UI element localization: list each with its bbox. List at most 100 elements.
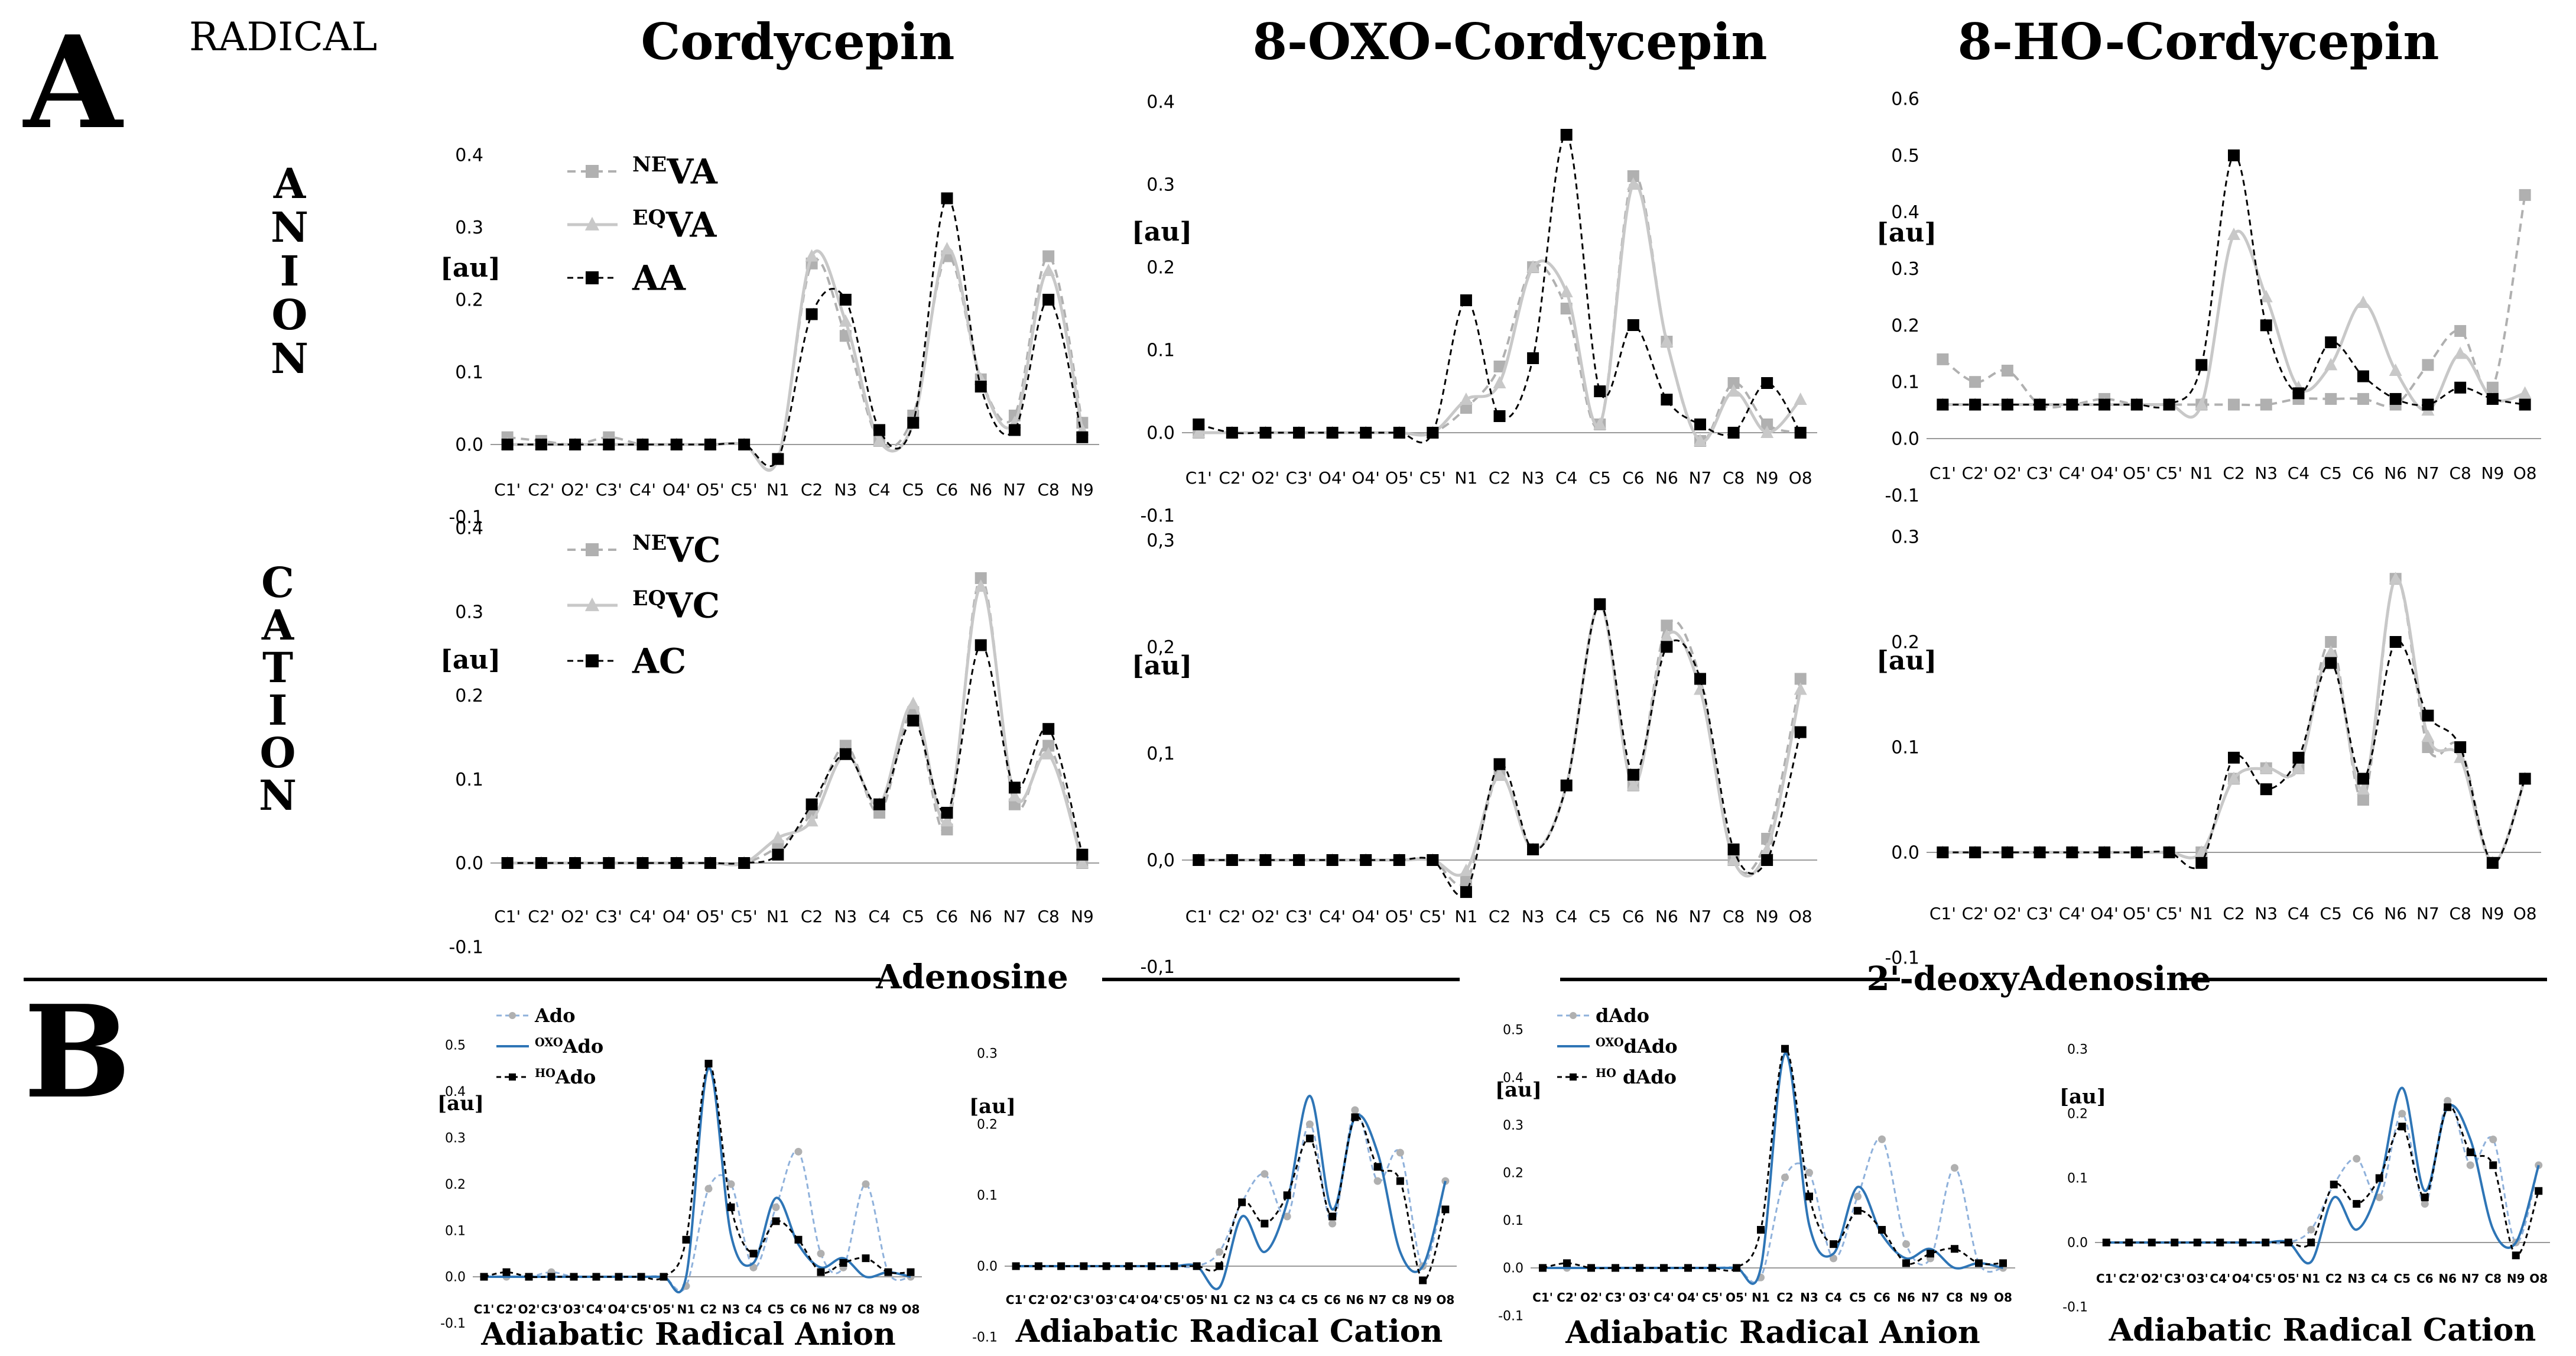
data-point-marker — [884, 1268, 892, 1276]
x-category-label: C1' — [494, 907, 521, 926]
x-category-label: C8 — [1723, 468, 1745, 488]
y-tick-label: 0.0 — [445, 1270, 466, 1285]
data-point-marker — [1042, 294, 1055, 306]
y-tick-label: 0.4 — [455, 518, 483, 539]
legend-swatch-marker — [586, 543, 599, 556]
legend-swatch-marker — [509, 1012, 516, 1019]
data-point-marker — [2262, 1238, 2270, 1247]
data-point-marker — [1937, 353, 1949, 365]
data-point-marker — [1493, 410, 1506, 422]
data-point-marker — [2259, 761, 2273, 774]
data-point-marker — [2356, 296, 2370, 308]
data-point-marker — [2307, 1225, 2315, 1234]
x-category-label: C3' — [541, 1302, 562, 1316]
data-point-marker — [1660, 629, 1674, 642]
series-line — [1542, 1052, 2003, 1285]
y-tick-label: 0.2 — [445, 1177, 466, 1192]
x-category-label: O4' — [662, 480, 691, 499]
x-category-label: C2' — [528, 480, 554, 499]
x-category-label: C5 — [902, 480, 924, 499]
x-category-label: O2' — [1050, 1293, 1072, 1307]
y-tick-label: 0.2 — [1503, 1166, 1523, 1181]
data-point-marker — [771, 831, 785, 844]
legend-swatch-marker — [584, 597, 600, 611]
y-tick-label: 0.4 — [1146, 92, 1175, 113]
data-point-marker — [1215, 1262, 1223, 1270]
data-point-marker — [1042, 739, 1055, 752]
data-point-marker — [704, 1059, 713, 1068]
data-point-marker — [1080, 1262, 1088, 1270]
data-point-marker — [2259, 290, 2273, 303]
data-point-marker — [2239, 1238, 2247, 1247]
x-category-label: C8 — [1723, 907, 1745, 926]
x-category-label: C4' — [629, 907, 656, 926]
series-line — [1942, 229, 2526, 419]
y-tick-label: 0.1 — [977, 1189, 998, 1203]
x-category-label: C3' — [2164, 1271, 2185, 1286]
y-tick-label: -0.1 — [1885, 485, 1919, 506]
x-category-label: C5 — [1589, 468, 1611, 488]
x-category-label: O5' — [1186, 1293, 1208, 1307]
data-point-marker — [2001, 398, 2013, 411]
x-category-label: C2 — [2223, 904, 2244, 923]
y-tick-label: 0.2 — [2067, 1107, 2088, 1122]
y-tick-label: 0.1 — [1891, 372, 1919, 393]
data-point-marker — [1854, 1192, 1862, 1201]
x-category-label: O8 — [2529, 1271, 2548, 1286]
data-point-marker — [772, 848, 784, 861]
data-point-marker — [873, 433, 886, 446]
x-category-label: C2 — [801, 907, 823, 926]
x-category-label: N9 — [1756, 468, 1779, 488]
x-category-label: C4' — [2059, 463, 2086, 483]
series-hoado — [1012, 1113, 1450, 1284]
y-axis-unit-label: [au] — [1132, 217, 1192, 247]
x-category-label: C8 — [2484, 1271, 2502, 1286]
data-point-marker — [2125, 1238, 2133, 1247]
y-tick-label: 0.2 — [455, 686, 483, 706]
y-axis-unit-label: [au] — [440, 253, 501, 283]
x-category-label: C3' — [1074, 1293, 1094, 1307]
data-point-marker — [974, 381, 987, 392]
y-tick-label: 0.1 — [2067, 1172, 2088, 1186]
x-category-label: O4' — [1141, 1293, 1162, 1307]
data-point-marker — [1193, 1262, 1201, 1270]
x-category-label: N3 — [1522, 468, 1545, 488]
charts-layer: 0.40.30.20.10.0-0.1[au]C1' C2' O2' C3' C4' O4… — [437, 89, 2550, 1352]
series-line — [507, 585, 1084, 867]
x-category-label: C1' — [1929, 904, 1956, 923]
data-point-marker — [2444, 1103, 2452, 1111]
data-point-marker — [907, 1268, 915, 1276]
x-category-label: N3 — [722, 1302, 740, 1316]
data-point-marker — [636, 439, 649, 450]
data-point-marker — [1493, 376, 1506, 388]
data-point-marker — [1360, 427, 1372, 439]
data-point-marker — [805, 814, 818, 827]
legend-label: NEVA — [632, 151, 718, 192]
series-line — [2106, 1099, 2540, 1245]
data-point-marker — [805, 798, 818, 810]
series-aa — [1937, 149, 2531, 411]
data-point-marker — [603, 857, 615, 869]
x-category-label: O4' — [2232, 1271, 2254, 1286]
data-point-marker — [535, 439, 547, 450]
legend-label: OXOAdo — [535, 1035, 603, 1057]
data-point-marker — [2325, 392, 2337, 405]
x-category-label: C2' — [2119, 1271, 2139, 1286]
x-category-label: N6 — [2438, 1271, 2457, 1286]
legend-label: OXOdAdo — [1596, 1035, 1678, 1057]
data-point-marker — [1794, 726, 1807, 738]
x-category-label: N7 — [1921, 1290, 1940, 1305]
x-category-label: O2' — [518, 1302, 540, 1316]
x-category-label: N7 — [2461, 1271, 2480, 1286]
x-category-label: N9 — [879, 1302, 898, 1316]
x-category-label: N7 — [1689, 468, 1712, 488]
x-category-label: N7 — [1003, 480, 1026, 499]
data-point-marker — [2375, 1193, 2383, 1202]
x-category-label: C5 — [1849, 1290, 1866, 1305]
panel-b-label: B — [24, 977, 131, 1127]
y-tick-label: -0.1 — [1498, 1309, 1523, 1323]
x-category-label: C2 — [1489, 468, 1510, 488]
chart-b2: 0.3 0.2 0.1 0.0 -0.1 [au] C1' C2' O2' C3' O3' C4' O4… — [969, 1047, 1457, 1349]
data-point-marker — [749, 1250, 758, 1258]
x-category-label: N7 — [1369, 1293, 1387, 1307]
